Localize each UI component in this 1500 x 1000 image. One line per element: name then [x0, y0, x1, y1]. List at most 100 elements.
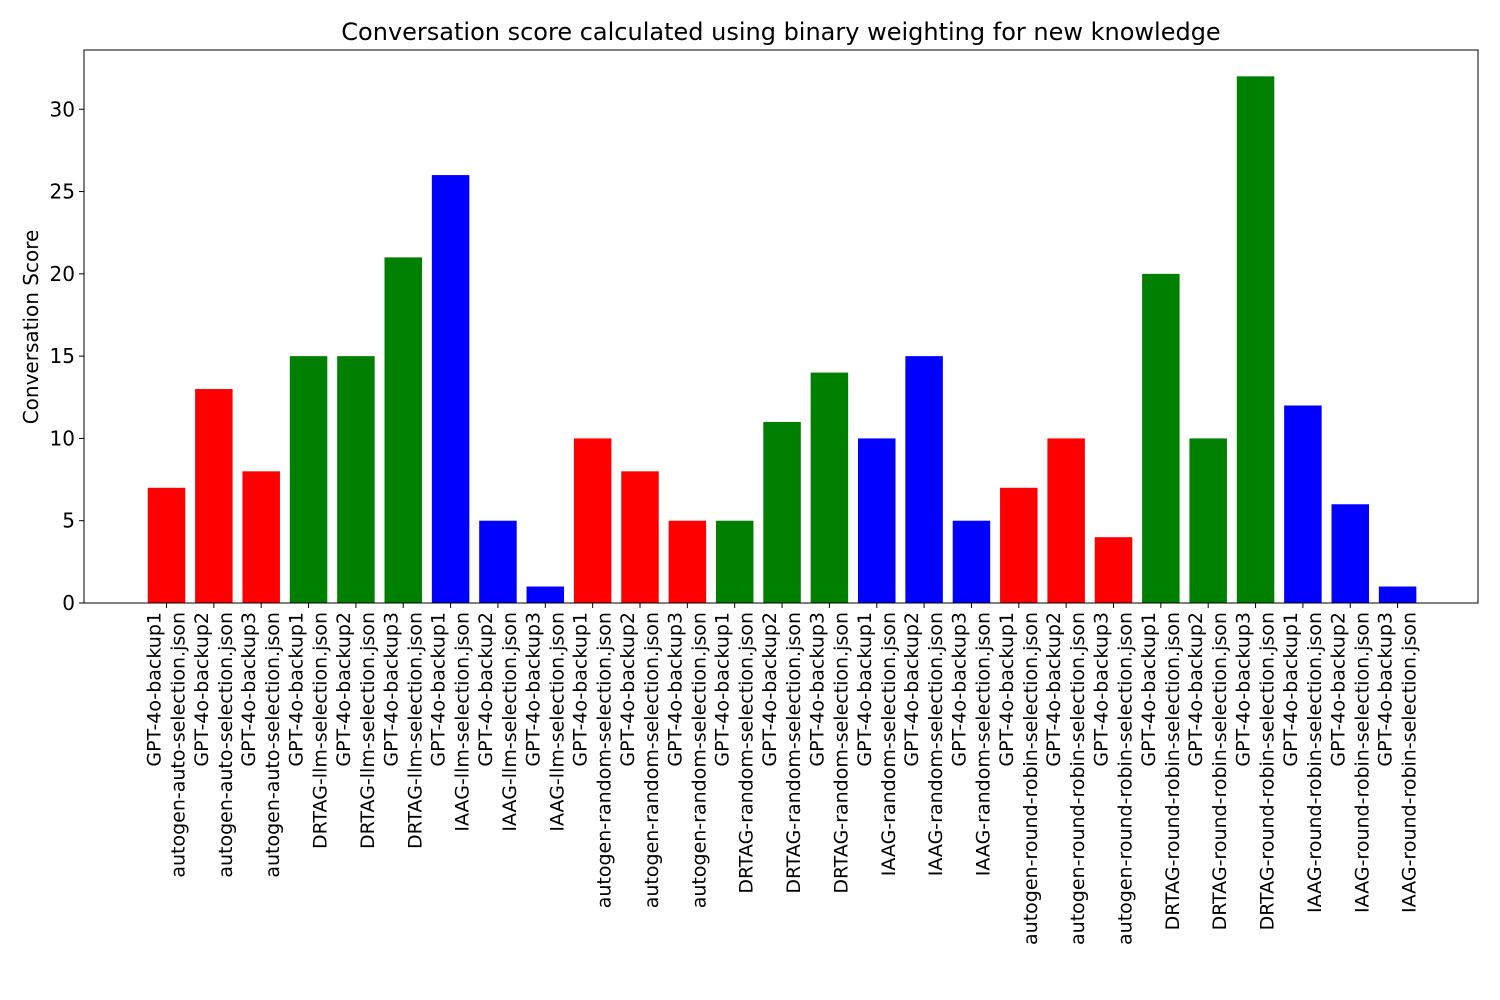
x-tick-label: GPT-4o-backup2 IAAG-round-robin-selection… — [1327, 612, 1373, 913]
x-tick-label-line: GPT-4o-backup3 — [948, 612, 970, 767]
x-tick-label: GPT-4o-backup2 DRTAG-random-selection.jso… — [759, 612, 805, 894]
x-tick-label-line: GPT-4o-backup3 — [664, 612, 686, 767]
x-tick-label-line: GPT-4o-backup1 — [1138, 612, 1160, 767]
x-tick-label: GPT-4o-backup1 IAAG-round-robin-selection… — [1280, 612, 1326, 913]
x-tick-label-line: GPT-4o-backup2 — [475, 612, 497, 767]
bar — [479, 520, 517, 603]
x-tick-label-line: DRTAG-round-robin-selection.json — [1162, 612, 1184, 930]
x-tick-label-line: autogen-random-selection.json — [594, 612, 616, 908]
x-tick-label-line: autogen-round-robin-selection.json — [1115, 612, 1137, 945]
y-tick-label: 10 — [50, 426, 75, 450]
x-tick-label-line: IAAG-random-selection.json — [925, 612, 947, 876]
bar — [195, 389, 233, 603]
x-tick-label-line: DRTAG-random-selection.json — [783, 612, 805, 894]
bar — [1142, 273, 1180, 603]
x-tick-label: GPT-4o-backup2 autogen-random-selection.j… — [617, 612, 663, 908]
x-tick-label-line: GPT-4o-backup2 — [617, 612, 639, 767]
bar — [1000, 487, 1038, 603]
x-tick-label: GPT-4o-backup3 autogen-round-robin-select… — [1091, 612, 1137, 945]
x-tick-label: GPT-4o-backup2 DRTAG-llm-selection.json — [333, 612, 379, 849]
x-tick-label-line: GPT-4o-backup2 — [1043, 612, 1065, 767]
y-axis-label: Conversation Score — [19, 230, 43, 425]
x-axis: GPT-4o-backup1 autogen-auto-selection.jso… — [144, 603, 1421, 945]
bar — [147, 487, 186, 603]
x-tick-label-line: GPT-4o-backup1 — [712, 612, 734, 767]
x-tick-label: GPT-4o-backup1 DRTAG-round-robin-selectio… — [1138, 612, 1184, 930]
x-tick-label-line: GPT-4o-backup3 — [1233, 612, 1255, 767]
x-tick-label-line: GPT-4o-backup3 — [238, 612, 260, 767]
y-tick-label: 5 — [62, 509, 75, 533]
x-tick-label: GPT-4o-backup3 autogen-auto-selection.jso… — [238, 612, 284, 878]
x-tick-label-line: GPT-4o-backup3 — [380, 612, 402, 767]
x-tick-label-line: GPT-4o-backup2 — [901, 612, 923, 767]
x-tick-label: GPT-4o-backup1 autogen-auto-selection.jso… — [144, 612, 190, 878]
x-tick-label-line: DRTAG-llm-selection.json — [404, 612, 426, 849]
bar — [573, 438, 612, 603]
bar — [952, 520, 991, 603]
bars-group — [147, 76, 1417, 604]
x-tick-label: GPT-4o-backup2 autogen-round-robin-select… — [1043, 612, 1089, 945]
bar — [668, 520, 707, 603]
x-tick-label-line: autogen-auto-selection.json — [262, 612, 284, 878]
x-tick-label-line: DRTAG-random-selection.json — [830, 612, 852, 894]
x-tick-label-line: GPT-4o-backup3 — [522, 612, 544, 767]
bar — [431, 175, 470, 603]
x-tick-label-line: IAAG-round-robin-selection.json — [1304, 612, 1326, 913]
x-tick-label-line: GPT-4o-backup2 — [1185, 612, 1207, 767]
bar — [621, 471, 659, 603]
x-tick-label-line: GPT-4o-backup2 — [1327, 612, 1349, 767]
y-tick-label: 25 — [50, 180, 75, 204]
bar — [810, 372, 849, 603]
x-tick-label-line: autogen-auto-selection.json — [168, 612, 190, 878]
bar — [715, 520, 754, 603]
x-tick-label-line: autogen-round-robin-selection.json — [1020, 612, 1042, 945]
x-tick-label-line: autogen-random-selection.json — [641, 612, 663, 908]
x-tick-label: GPT-4o-backup2 IAAG-llm-selection.json — [475, 612, 521, 832]
x-tick-label-line: IAAG-round-robin-selection.json — [1399, 612, 1421, 913]
bar — [1284, 405, 1322, 603]
x-tick-label-line: autogen-round-robin-selection.json — [1067, 612, 1089, 945]
y-tick-label: 0 — [62, 591, 75, 615]
x-tick-label-line: DRTAG-llm-selection.json — [310, 612, 332, 849]
x-tick-label: GPT-4o-backup3 DRTAG-random-selection.jso… — [806, 612, 852, 894]
x-tick-label-line: DRTAG-random-selection.json — [736, 612, 758, 894]
bar — [337, 356, 375, 604]
x-tick-label-line: IAAG-llm-selection.json — [546, 612, 568, 832]
x-tick-label-line: IAAG-round-robin-selection.json — [1351, 612, 1373, 913]
bar — [384, 257, 422, 604]
bar — [1094, 537, 1133, 603]
bar — [858, 438, 896, 603]
x-tick-label: GPT-4o-backup2 autogen-auto-selection.jso… — [191, 612, 237, 878]
x-tick-label: GPT-4o-backup3 DRTAG-round-robin-selectio… — [1233, 612, 1279, 930]
x-tick-label: GPT-4o-backup1 IAAG-random-selection.json — [854, 612, 900, 876]
x-tick-label-line: IAAG-llm-selection.json — [499, 612, 521, 832]
bar — [1047, 438, 1085, 603]
x-tick-label-line: autogen-random-selection.json — [688, 612, 710, 908]
x-tick-label: GPT-4o-backup3 IAAG-round-robin-selection… — [1375, 612, 1421, 913]
bar — [1331, 504, 1369, 603]
y-axis: 0 5 10 15 20 25 30 — [50, 97, 84, 615]
x-tick-label-line: GPT-4o-backup3 — [1375, 612, 1397, 767]
bar — [763, 421, 801, 603]
x-tick-label-line: GPT-4o-backup1 — [428, 612, 450, 767]
bar — [526, 586, 565, 603]
x-tick-label: GPT-4o-backup1 IAAG-llm-selection.json — [428, 612, 474, 832]
x-tick-label: GPT-4o-backup2 IAAG-random-selection.json — [901, 612, 947, 876]
x-tick-label-line: GPT-4o-backup1 — [1280, 612, 1302, 767]
x-tick-label-line: GPT-4o-backup2 — [759, 612, 781, 767]
x-tick-label-line: GPT-4o-backup2 — [333, 612, 355, 767]
x-tick-label-line: GPT-4o-backup1 — [286, 612, 308, 767]
x-tick-label: GPT-4o-backup3 DRTAG-llm-selection.json — [380, 612, 426, 849]
x-tick-label-line: GPT-4o-backup1 — [570, 612, 592, 767]
x-tick-label: GPT-4o-backup3 autogen-random-selection.j… — [664, 612, 710, 908]
x-tick-label: GPT-4o-backup3 IAAG-random-selection.json — [948, 612, 994, 876]
x-tick-label-line: IAAG-random-selection.json — [972, 612, 994, 876]
y-tick-label: 30 — [50, 97, 75, 121]
x-tick-label: GPT-4o-backup1 autogen-round-robin-select… — [996, 612, 1042, 945]
y-tick-label: 20 — [50, 262, 75, 286]
x-tick-label: GPT-4o-backup1 DRTAG-llm-selection.json — [286, 612, 332, 849]
x-tick-label-line: GPT-4o-backup3 — [806, 612, 828, 767]
x-tick-label-line: GPT-4o-backup3 — [1091, 612, 1113, 767]
x-tick-label: GPT-4o-backup3 IAAG-llm-selection.json — [522, 612, 568, 832]
